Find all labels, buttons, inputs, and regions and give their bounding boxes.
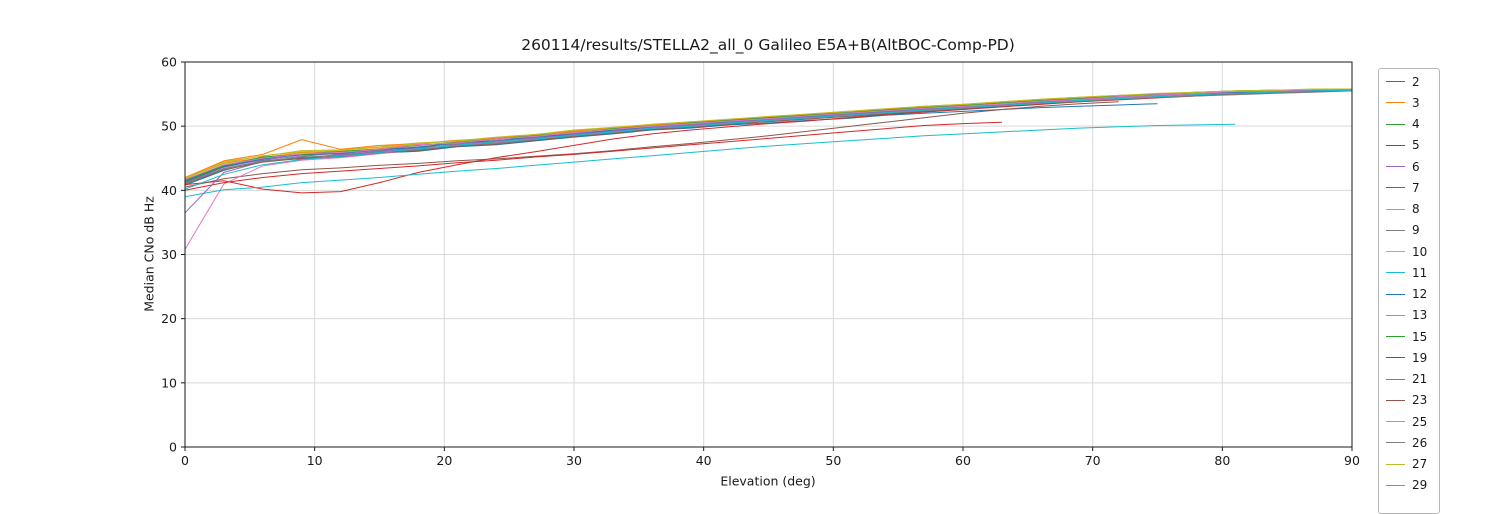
legend-item: 2 <box>1379 71 1439 92</box>
legend-item: 15 <box>1379 326 1439 347</box>
legend-label: 27 <box>1412 457 1428 472</box>
legend-swatch-icon <box>1386 166 1405 168</box>
y-tick-label: 0 <box>169 440 177 455</box>
x-axis-label: Elevation (deg) <box>720 473 816 489</box>
legend-item: 5 <box>1379 135 1439 156</box>
legend-label: 25 <box>1412 414 1428 429</box>
x-tick-label: 50 <box>825 453 841 468</box>
y-tick-label: 30 <box>161 247 177 262</box>
chart-title: 260114/results/STELLA2_all_0 Galileo E5A… <box>521 36 1015 54</box>
x-tick-label: 40 <box>696 453 712 468</box>
series-line-13 <box>185 88 1352 178</box>
legend-label: 3 <box>1412 95 1420 110</box>
x-tick-label: 60 <box>955 453 971 468</box>
legend-swatch-icon <box>1386 399 1405 401</box>
series-line-27 <box>185 88 1352 179</box>
x-tick-label: 70 <box>1085 453 1101 468</box>
legend-swatch-icon <box>1386 272 1405 274</box>
legend-label: 8 <box>1412 202 1420 217</box>
legend-item: 21 <box>1379 369 1439 390</box>
series-line-9 <box>185 89 1352 184</box>
series-line-19 <box>185 121 1002 191</box>
legend-swatch-icon <box>1386 336 1405 338</box>
legend-swatch-icon <box>1386 314 1405 316</box>
legend-item: 4 <box>1379 114 1439 135</box>
legend-item: 27 <box>1379 454 1439 475</box>
legend-swatch-icon <box>1386 251 1405 253</box>
legend-label: 15 <box>1412 329 1428 344</box>
legend-label: 13 <box>1412 308 1428 323</box>
y-axis-label: Median CNo dB Hz <box>141 196 157 312</box>
legend-label: 4 <box>1412 117 1420 132</box>
series-line-25 <box>185 88 1352 180</box>
y-tick-label: 20 <box>161 311 177 326</box>
legend-label: 12 <box>1412 287 1428 302</box>
legend-swatch-icon <box>1386 293 1405 295</box>
plot-area: 0 10 20 30 40 50 60 70 80 90 0 10 20 30 40 50 60 <box>161 55 1360 469</box>
legend-label: 7 <box>1412 180 1420 195</box>
legend-item: 23 <box>1379 390 1439 411</box>
legend-swatch-icon <box>1386 81 1405 83</box>
y-tick-label: 50 <box>161 119 177 134</box>
x-tick-label: 90 <box>1344 453 1360 468</box>
legend-label: 11 <box>1412 265 1428 280</box>
legend-item: 29 <box>1379 475 1439 496</box>
x-tick-label: 0 <box>181 453 189 468</box>
legend-swatch-icon <box>1386 484 1405 486</box>
legend-item: 6 <box>1379 156 1439 177</box>
series-line-29 <box>185 89 1352 190</box>
series-line-10 <box>185 88 1352 180</box>
y-tick-label: 40 <box>161 183 177 198</box>
legend-item: 26 <box>1379 432 1439 453</box>
legend-item: 12 <box>1379 284 1439 305</box>
legend-swatch-icon <box>1386 123 1405 125</box>
legend-label: 6 <box>1412 159 1420 174</box>
legend-label: 2 <box>1412 74 1420 89</box>
legend-swatch-icon <box>1386 378 1405 380</box>
legend-swatch-icon <box>1386 442 1405 444</box>
legend-item: 8 <box>1379 199 1439 220</box>
x-tick-label: 20 <box>436 453 452 468</box>
legend-swatch-icon <box>1386 144 1405 146</box>
legend-item: 19 <box>1379 347 1439 368</box>
series-line-3 <box>185 89 1352 179</box>
figure: 0 10 20 30 40 50 60 70 80 90 0 10 20 30 40 50 60 260114/… <box>141 36 1440 514</box>
legend-swatch-icon <box>1386 357 1405 359</box>
legend-label: 5 <box>1412 138 1420 153</box>
legend-item: 25 <box>1379 411 1439 432</box>
series-line-5 <box>185 90 1352 194</box>
legend-label: 26 <box>1412 435 1428 450</box>
legend: 2 3 4 5 6 7 8 9 10 11 12 13 15 19 21 23 25 26 27 29 <box>1378 68 1440 514</box>
legend-swatch-icon <box>1386 229 1405 231</box>
legend-label: 21 <box>1412 372 1428 387</box>
x-tick-label: 30 <box>566 453 582 468</box>
legend-swatch-icon <box>1386 187 1405 189</box>
legend-label: 9 <box>1412 223 1420 238</box>
series-line-7 <box>185 101 1119 188</box>
legend-label: 23 <box>1412 393 1428 408</box>
legend-label: 19 <box>1412 350 1428 365</box>
legend-item: 7 <box>1379 177 1439 198</box>
series-line-2 <box>185 103 1158 186</box>
x-tick-label: 10 <box>307 453 323 468</box>
legend-swatch-icon <box>1386 102 1405 104</box>
legend-item: 13 <box>1379 305 1439 326</box>
y-tick-label: 60 <box>161 55 177 70</box>
legend-label: 29 <box>1412 478 1428 493</box>
legend-label: 10 <box>1412 244 1428 259</box>
legend-swatch-icon <box>1386 208 1405 210</box>
legend-swatch-icon <box>1386 421 1405 423</box>
legend-item: 9 <box>1379 220 1439 241</box>
legend-item: 10 <box>1379 241 1439 262</box>
legend-swatch-icon <box>1386 463 1405 465</box>
series-line-11 <box>185 123 1236 198</box>
x-tick-label: 80 <box>1214 453 1230 468</box>
legend-item: 3 <box>1379 92 1439 113</box>
y-tick-label: 10 <box>161 375 177 390</box>
series-line-26 <box>185 90 1352 184</box>
legend-item: 11 <box>1379 262 1439 283</box>
